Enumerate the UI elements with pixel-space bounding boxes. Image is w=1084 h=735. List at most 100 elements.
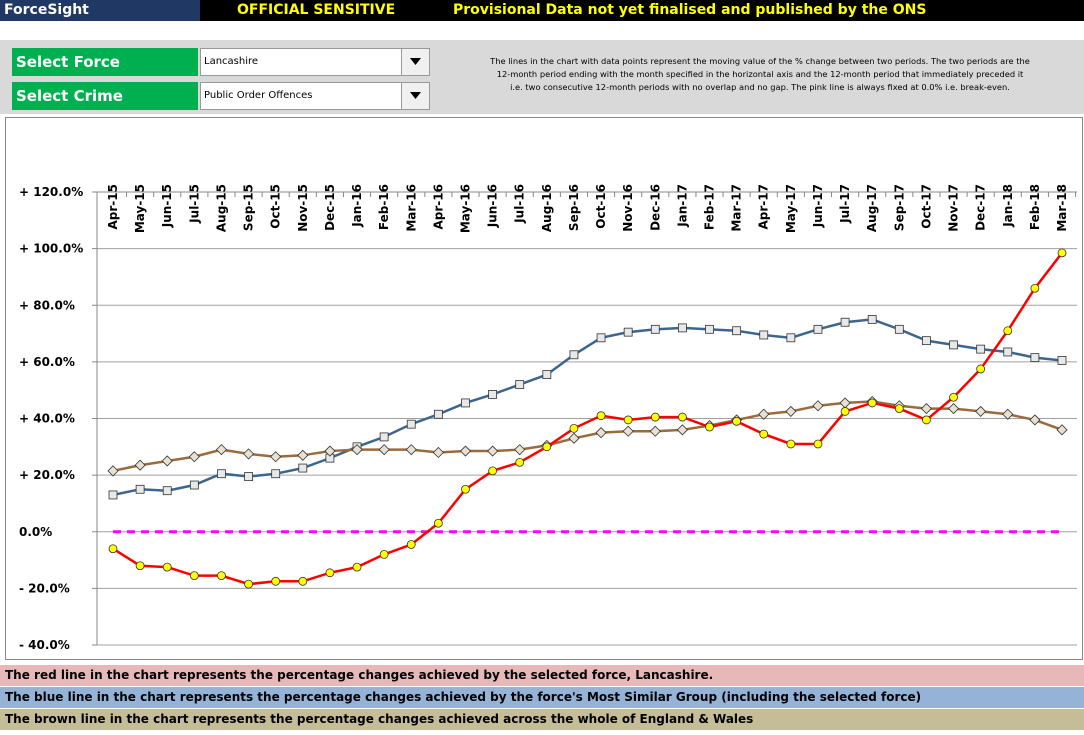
point [135,561,145,571]
x-tick-label: Jun-16 [486,184,500,228]
app-name: ForceSight [0,0,200,21]
marking: OFFICIAL SENSITIVE [237,2,396,18]
dropdown[interactable]: Public Order Offences [200,82,430,110]
point [162,486,172,496]
line [112,252,1063,586]
point [108,490,118,500]
note: The lines in the chart with data points … [436,44,1084,110]
point [244,472,253,481]
x-tick-label: Oct-17 [919,184,933,229]
point [270,451,282,463]
point [922,336,931,346]
point [324,445,336,457]
point [461,398,470,408]
x-tick-label: Aug-15 [214,184,228,232]
point [732,416,742,426]
point [1003,326,1013,336]
x-tick-label: Feb-18 [1028,184,1042,230]
arrow-icon [410,58,421,65]
x-tick-label: Aug-17 [865,184,879,232]
point [623,327,633,337]
point [595,427,607,439]
y-tick-label: + 20.0% [19,468,75,482]
dropdown[interactable]: Lancashire [200,48,430,76]
point [786,333,796,343]
point [568,432,580,444]
point [515,457,525,467]
point [215,444,228,456]
point [189,571,199,581]
x-tick-label: Apr-15 [106,184,120,229]
point [298,463,308,473]
point [432,446,444,459]
y-tick-label: - 20.0% [19,581,70,595]
point [298,576,308,586]
point [759,429,769,439]
point [732,326,742,336]
point [975,405,987,417]
point [596,411,606,421]
x-tick-label: Jun-17 [811,184,825,228]
note-line: i.e. two consecutive 12-month periods wi… [510,82,1010,92]
x-tick-label: Apr-17 [757,184,771,229]
point [243,448,255,460]
point [840,407,850,416]
footer-row: The red line in the chart represents the… [0,665,1084,686]
control-label: Select Force [12,48,198,76]
point [271,576,281,586]
header-bar [0,0,1084,21]
point [758,408,770,420]
point [433,409,443,419]
x-tick-label: Jan-18 [1001,184,1015,228]
point [515,380,525,389]
point [1029,414,1041,426]
point [107,465,119,477]
point [569,350,579,360]
x-tick-label: Feb-17 [703,184,717,230]
point [1002,408,1014,420]
y-tick-label: - 40.0% [19,638,70,652]
point [217,571,226,581]
x-tick-label: Aug-16 [540,184,554,232]
note-line: 12-month period ending with the month sp… [496,69,1024,79]
point [650,412,660,422]
line [112,318,1063,497]
point [1030,283,1040,293]
point [405,444,417,456]
point [514,444,526,456]
y-tick-label: + 40.0% [19,412,75,426]
dropdown-arrow[interactable] [401,82,430,110]
point [1057,356,1067,365]
x-tick-label: May-16 [458,184,472,233]
dropdown-arrow[interactable] [401,48,430,76]
x-tick-label: Jan-17 [675,184,689,228]
x-tick-label: Mar-18 [1055,184,1069,232]
point [813,324,823,334]
x-tick-label: May-15 [133,184,147,233]
chart-frame [5,117,1083,660]
x-tick-label: Jun-15 [160,184,174,228]
point [188,451,200,463]
point [135,484,145,494]
point [244,579,253,589]
point [1030,353,1040,363]
x-tick-label: Sep-17 [892,184,906,231]
point [378,444,390,456]
x-tick-label: Jul-16 [513,184,527,224]
x-tick-label: Mar-16 [404,184,418,232]
point [920,403,932,415]
point [812,400,824,412]
point [676,424,688,436]
point [379,549,389,559]
x-tick-label: Nov-17 [947,184,961,232]
point [949,392,958,402]
point [596,333,606,343]
x-tick-label: Mar-17 [730,184,744,232]
arrow-icon [410,92,421,99]
point [622,425,634,437]
point [894,324,904,334]
point [379,432,389,442]
point [786,439,796,449]
point [678,412,687,422]
